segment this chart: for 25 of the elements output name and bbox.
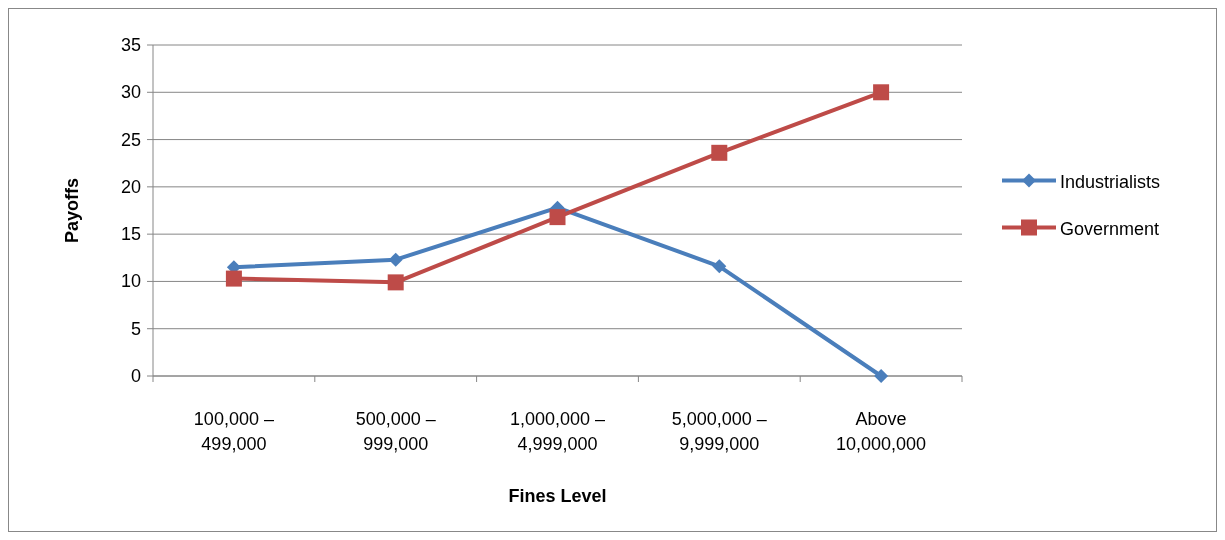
- y-tick-label: 20: [120, 176, 141, 197]
- point: [873, 84, 890, 101]
- point: [874, 369, 889, 383]
- legend-label: Government: [1060, 218, 1160, 239]
- point: [387, 274, 404, 291]
- y-tick-label: 35: [120, 35, 141, 55]
- point: [388, 252, 403, 267]
- point: [225, 270, 242, 287]
- y-tick-label: 30: [120, 82, 141, 103]
- y-tick-label: 5: [130, 318, 141, 339]
- y-axis-title: Payoffs: [62, 177, 82, 244]
- x-tick-label: 1,000,000 – 4,999,000: [509, 409, 606, 454]
- y-tick-label: 10: [120, 271, 141, 292]
- y-tick-label: 25: [120, 129, 141, 150]
- point: [549, 209, 566, 226]
- point: [711, 144, 728, 161]
- x-tick-label: 500,000 – 999,000: [355, 409, 436, 454]
- y-tick-label: 15: [120, 224, 141, 245]
- x-tick-label: 5,000,000 – 9,999,000: [671, 409, 767, 454]
- legend-label: Industrialists: [1060, 171, 1161, 192]
- x-tick-label: Above 10,000,000: [836, 409, 927, 454]
- y-tick-label: 0: [130, 366, 141, 386]
- point: [712, 259, 727, 274]
- x-axis-title: Fines Level: [508, 486, 607, 506]
- x-tick-label: 100,000 – 499,000: [193, 409, 274, 454]
